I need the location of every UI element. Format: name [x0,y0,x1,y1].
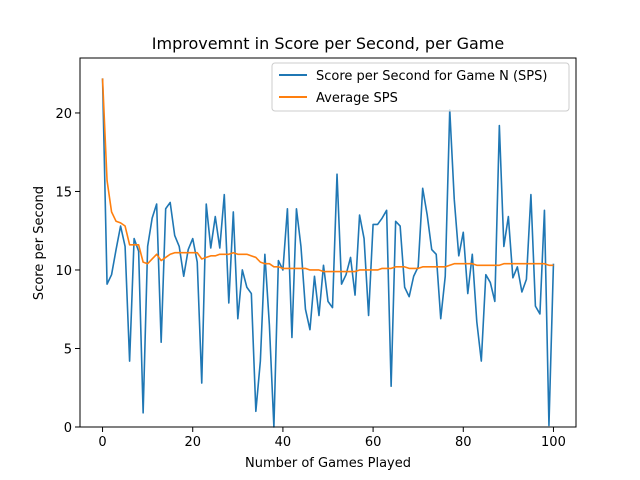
x-tick-label: 60 [365,435,382,450]
y-tick-label: 15 [55,185,72,200]
x-tick-label: 20 [184,435,201,450]
series-lines [101,78,555,428]
legend-label-sps: Score per Second for Game N (SPS) [316,69,547,84]
y-tick-label: 0 [64,421,72,436]
x-tick-label: 40 [275,435,292,450]
chart-title: Improvemnt in Score per Second, per Game [152,34,504,53]
y-axis-label: Score per Second [32,186,47,300]
plot-frame [79,57,577,428]
y-tick-label: 5 [64,342,72,357]
legend-box [271,62,570,112]
x-tick-label: 100 [541,435,566,450]
legend-label-average-sps: Average SPS [316,91,398,106]
y-tick-label: 20 [55,107,72,122]
y-tick-label: 10 [55,264,72,279]
series-line-average-sps [101,78,554,273]
y-axis: 0 5 10 15 20 [55,107,80,436]
x-axis: 0 20 40 60 80 100 [98,427,566,450]
x-tick-label: 80 [455,435,472,450]
x-tick-label: 0 [98,435,106,450]
x-axis-label: Number of Games Played [245,456,411,471]
series-line-sps [101,78,555,428]
legend: Score per Second for Game N (SPS) Averag… [271,62,570,112]
